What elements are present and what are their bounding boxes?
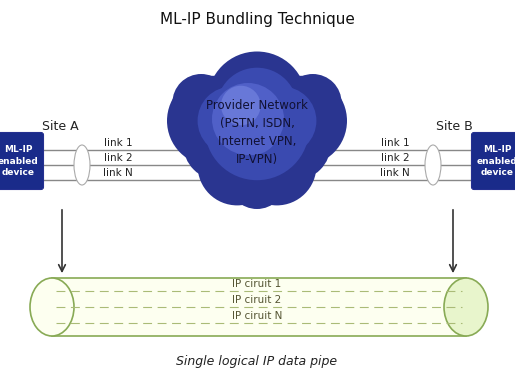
Ellipse shape	[74, 145, 90, 185]
Text: ML-IP
enabled
device: ML-IP enabled device	[0, 145, 39, 177]
Ellipse shape	[425, 145, 441, 185]
Circle shape	[259, 108, 331, 180]
Text: Provider Network
(PSTN, ISDN,
Internet VPN,
IP-VPN): Provider Network (PSTN, ISDN, Internet V…	[206, 99, 308, 166]
Circle shape	[183, 108, 255, 180]
Circle shape	[208, 51, 306, 151]
Text: IP ciruit 1: IP ciruit 1	[232, 279, 282, 289]
Bar	[52, 278, 466, 336]
Text: ML-IP Bundling Technique: ML-IP Bundling Technique	[160, 12, 354, 27]
Text: link N: link N	[380, 168, 410, 178]
FancyBboxPatch shape	[0, 132, 43, 189]
Text: IP ciruit 2: IP ciruit 2	[232, 295, 282, 305]
Circle shape	[198, 126, 277, 205]
Circle shape	[173, 74, 230, 132]
Circle shape	[237, 126, 316, 205]
Circle shape	[167, 76, 257, 166]
Text: Site B: Site B	[436, 120, 473, 133]
Text: link 2: link 2	[381, 153, 409, 163]
Text: Single logical IP data pipe: Single logical IP data pipe	[177, 355, 337, 368]
Circle shape	[205, 76, 309, 180]
Text: link 2: link 2	[104, 153, 132, 163]
Text: link 1: link 1	[104, 138, 132, 148]
Circle shape	[257, 76, 347, 166]
Circle shape	[226, 101, 280, 155]
Text: link 1: link 1	[381, 138, 409, 148]
Circle shape	[221, 86, 261, 125]
Circle shape	[216, 68, 298, 149]
Text: link N: link N	[103, 168, 133, 178]
Circle shape	[198, 87, 266, 155]
Text: IP ciruit N: IP ciruit N	[232, 311, 282, 321]
Ellipse shape	[444, 278, 488, 336]
Circle shape	[228, 151, 286, 209]
Circle shape	[212, 83, 284, 155]
Text: Site A: Site A	[42, 120, 79, 133]
Circle shape	[192, 63, 322, 193]
FancyBboxPatch shape	[472, 132, 515, 189]
Circle shape	[248, 87, 316, 155]
Circle shape	[284, 74, 341, 132]
Text: ML-IP
enabled
device: ML-IP enabled device	[476, 145, 515, 177]
Ellipse shape	[30, 278, 74, 336]
